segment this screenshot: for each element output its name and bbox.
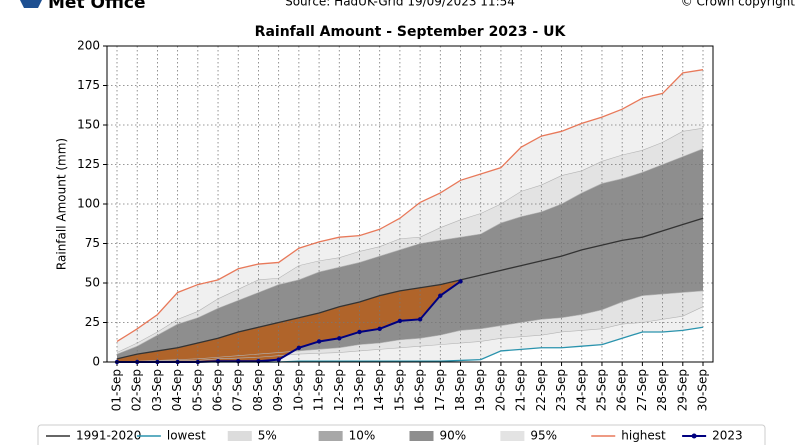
legend-label: lowest xyxy=(167,429,206,443)
x-tick-label: 24-Sep xyxy=(574,369,588,411)
x-tick-label: 04-Sep xyxy=(170,369,184,411)
x-tick-label: 23-Sep xyxy=(554,369,568,411)
x-tick-label: 25-Sep xyxy=(594,369,608,411)
legend-swatch xyxy=(227,431,252,441)
y-tick-label: 100 xyxy=(77,197,100,211)
y-tick-label: 25 xyxy=(85,315,100,329)
legend-label: highest xyxy=(621,429,666,443)
point xyxy=(316,339,322,344)
point xyxy=(377,326,382,332)
x-tick-label: 20-Sep xyxy=(493,369,507,411)
point xyxy=(458,279,463,284)
y-tick-label: 150 xyxy=(77,118,100,132)
x-tick-label: 16-Sep xyxy=(413,369,427,411)
x-tick-label: 27-Sep xyxy=(635,369,649,411)
legend-swatch xyxy=(318,431,343,441)
legend-label: 2023 xyxy=(712,429,743,443)
legend-frame xyxy=(37,424,766,445)
x-tick-label: 08-Sep xyxy=(251,369,265,411)
point xyxy=(438,293,443,298)
x-tick-label: 15-Sep xyxy=(392,369,406,411)
chart-title: Rainfall Amount - September 2023 - UK xyxy=(255,24,567,40)
x-tick-label: 03-Sep xyxy=(150,369,164,411)
legend-label: 90% xyxy=(440,429,467,443)
x-tick-label: 29-Sep xyxy=(675,369,689,411)
copyright: © Crown copyright xyxy=(681,0,796,9)
logo-mark xyxy=(20,0,42,8)
source: Source: HadUK-Grid 19/09/2023 11:54 xyxy=(285,0,515,9)
point xyxy=(417,317,423,322)
legend-label: 10% xyxy=(349,429,376,443)
anomaly-fill xyxy=(117,279,461,362)
x-tick-label: 11-Sep xyxy=(312,369,326,411)
x-tick-label: 28-Sep xyxy=(655,369,669,411)
x-tick-label: 21-Sep xyxy=(514,369,528,411)
x-tick-label: 26-Sep xyxy=(615,369,629,411)
legend-swatch xyxy=(409,431,434,441)
x-tick-label: 10-Sep xyxy=(291,369,305,411)
legend-label: 95% xyxy=(530,429,557,443)
x-tick-label: 02-Sep xyxy=(130,369,144,411)
point xyxy=(215,359,221,364)
x-tick-label: 19-Sep xyxy=(473,369,487,411)
legend-label: 1991-2020 xyxy=(76,429,141,443)
legend-swatch xyxy=(500,431,525,441)
y-tick-label: 175 xyxy=(77,78,100,92)
legend-label: 5% xyxy=(258,429,277,443)
percentile-edge xyxy=(116,290,704,363)
x-tick-label: 30-Sep xyxy=(696,369,710,411)
y-tick-label: 50 xyxy=(85,276,100,290)
percentile-fill xyxy=(117,148,703,362)
point xyxy=(256,359,261,364)
x-tick-label: 01-Sep xyxy=(110,369,124,411)
x-tick-label: 14-Sep xyxy=(372,369,386,411)
logo: Met Office xyxy=(48,0,146,13)
x-tick-label: 17-Sep xyxy=(433,369,447,411)
x-tick-label: 05-Sep xyxy=(190,369,204,411)
percentile-edge xyxy=(117,306,704,363)
y-tick-label: 0 xyxy=(92,355,100,369)
legend-marker xyxy=(691,433,697,439)
y-tick-label: 75 xyxy=(85,236,100,250)
x-tick-label: 07-Sep xyxy=(231,369,245,411)
point xyxy=(357,329,362,335)
percentile-edge xyxy=(116,148,704,355)
y-tick-label: 200 xyxy=(77,39,100,53)
point xyxy=(236,359,241,364)
series-line xyxy=(116,69,704,343)
plot-frame xyxy=(106,45,714,363)
x-tick-label: 13-Sep xyxy=(352,369,366,411)
percentile-edge xyxy=(116,127,704,353)
x-tick-label: 09-Sep xyxy=(271,369,285,411)
series-line xyxy=(116,217,704,360)
x-tick-label: 22-Sep xyxy=(534,369,548,411)
point xyxy=(397,318,403,324)
x-tick-label: 06-Sep xyxy=(211,369,225,411)
point xyxy=(276,357,281,362)
point xyxy=(337,336,342,341)
y-tick-label: 125 xyxy=(77,157,100,171)
x-tick-label: 18-Sep xyxy=(453,369,467,411)
x-tick-label: 12-Sep xyxy=(332,369,346,411)
point xyxy=(296,345,302,350)
y-axis-label: Rainfall Amount (mm) xyxy=(55,138,69,270)
